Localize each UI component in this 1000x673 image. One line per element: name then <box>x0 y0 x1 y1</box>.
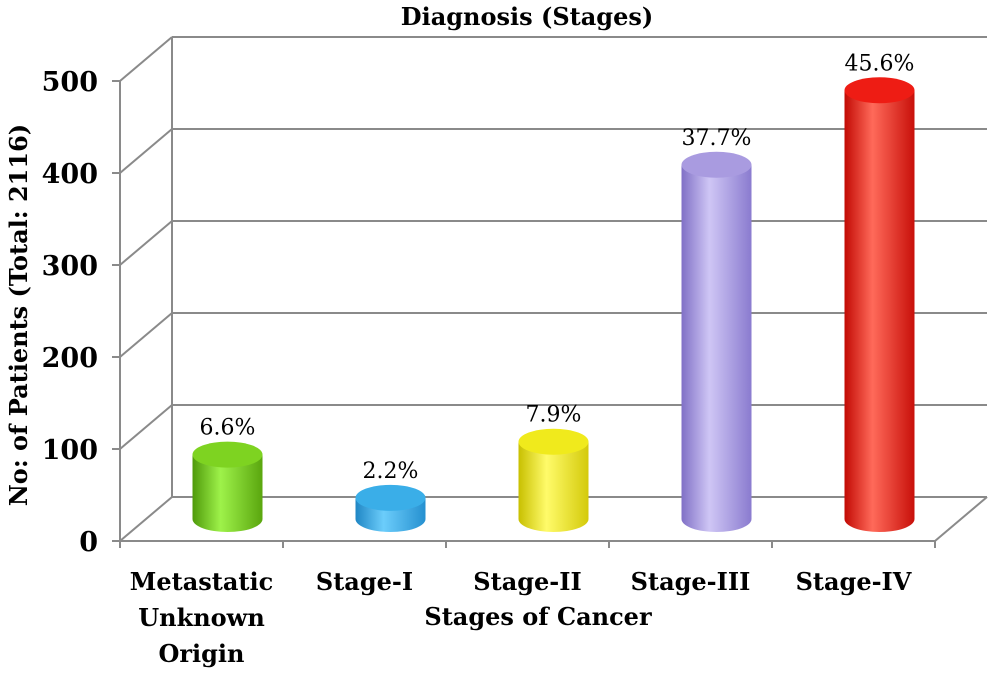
data-label: 45.6% <box>845 51 915 76</box>
y-tick-label: 100 <box>42 435 98 466</box>
bar <box>355 484 426 532</box>
x-tick-label: Unknown <box>138 603 265 632</box>
bar-top <box>844 77 915 104</box>
bar-body <box>681 164 752 533</box>
floor-right-edge <box>934 496 988 542</box>
bar-top <box>192 441 263 468</box>
data-label: 37.7% <box>682 126 752 151</box>
gridline-diagonal <box>119 404 173 450</box>
gridline-diagonal <box>119 36 173 82</box>
gridline-diagonal <box>119 496 173 542</box>
bar-body <box>192 454 263 532</box>
x-tick-label: Stage-I <box>316 567 413 596</box>
x-tick-label: Metastatic <box>130 567 273 596</box>
data-label: 7.9% <box>526 403 582 428</box>
data-labels: 6.6% 2.2% 7.9% 37.7% 45.6% <box>200 51 915 484</box>
axes <box>119 81 988 548</box>
x-tick-labels: Metastatic Unknown Origin Stage-I Stage-II St… <box>130 567 912 668</box>
x-tick-label: Stage-IV <box>796 567 912 596</box>
x-tick-label: Stage-II <box>473 567 581 596</box>
bar <box>518 428 589 532</box>
x-axis-label: Stages of Cancer <box>424 602 652 631</box>
bar-top <box>681 151 752 178</box>
bar-body <box>844 90 915 532</box>
bar-top <box>518 428 589 455</box>
data-label: 6.6% <box>200 416 256 441</box>
gridlines <box>119 36 987 542</box>
x-tick-label: Origin <box>158 639 244 668</box>
gridline-diagonal <box>119 312 173 358</box>
x-tick-label: Stage-III <box>631 567 751 596</box>
y-axis-label: No: of Patients (Total: 2116) <box>4 124 33 506</box>
data-label: 2.2% <box>363 459 419 484</box>
bar-body <box>518 441 589 532</box>
bar <box>681 151 752 533</box>
y-tick-label: 0 <box>79 527 98 558</box>
bars <box>192 77 915 533</box>
y-tick-label: 400 <box>42 159 98 190</box>
chart-title: Diagnosis (Stages) <box>401 2 653 31</box>
bar <box>192 441 263 532</box>
bar <box>844 77 915 532</box>
y-tick-label: 500 <box>42 67 98 98</box>
y-tick-label: 300 <box>42 251 98 282</box>
bar-top <box>355 484 426 511</box>
y-tick-label: 200 <box>42 343 98 374</box>
gridline-diagonal <box>119 128 173 174</box>
y-tick-labels: 0 100 200 300 400 500 <box>42 67 120 558</box>
gridline-diagonal <box>119 220 173 266</box>
